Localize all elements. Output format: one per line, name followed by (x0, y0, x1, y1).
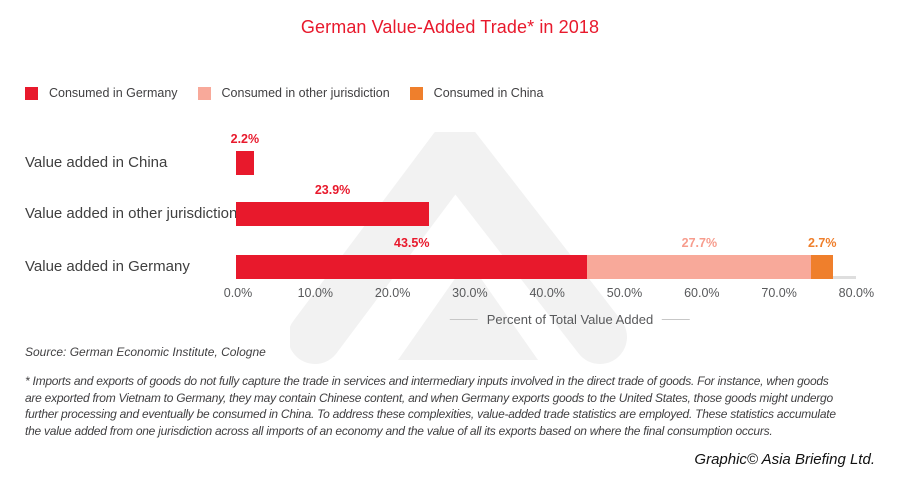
legend-item-consumed-in-germany: Consumed in Germany (25, 86, 178, 100)
legend-swatch-orange (409, 86, 423, 100)
x-tick-label: 10.0% (297, 286, 334, 300)
legend-item-consumed-in-other-jurisdiction: Consumed in other jurisdiction (197, 86, 390, 100)
x-tick-label: 60.0% (684, 286, 720, 300)
chart-legend: Consumed in Germany Consumed in other ju… (25, 86, 543, 100)
bar-segment (236, 255, 588, 279)
x-tick-label: 20.0% (374, 286, 411, 300)
bar-segment (236, 151, 254, 175)
bar-value-label: 23.9% (314, 183, 351, 197)
category-label: Value added in China (25, 154, 168, 171)
footnote-line: * Imports and exports of goods do not fu… (25, 374, 829, 388)
bar-segment (587, 255, 812, 279)
bar-value-label: 2.2% (230, 132, 260, 146)
x-tick-label: 0.0% (223, 286, 253, 300)
legend-item-consumed-in-china: Consumed in China (409, 86, 544, 100)
category-label: Value added in other jurisdictions (25, 205, 245, 222)
graphic-credit: Graphic© Asia Briefing Ltd. (694, 451, 875, 468)
source-note: Source: German Economic Institute, Colog… (25, 345, 266, 359)
x-tick-label: 50.0% (606, 286, 643, 300)
x-tick-label: 30.0% (452, 286, 488, 300)
category-label: Value added in Germany (25, 258, 190, 275)
legend-swatch-red (25, 86, 38, 100)
footnote-line: further processing and eventually be con… (25, 407, 836, 421)
axis-label-dash-right (662, 319, 691, 320)
x-tick-label: 80.0% (838, 286, 875, 300)
legend-label: Consumed in Germany (49, 86, 178, 100)
x-tick-label: 40.0% (529, 286, 565, 300)
x-axis-label: Percent of Total Value Added (486, 312, 654, 327)
bar-value-label: 43.5% (394, 236, 430, 250)
footnote-line: the value added from one jurisdiction ac… (25, 423, 773, 438)
legend-swatch-salmon (197, 86, 211, 100)
footnote-line: are exported from Vietnam to Germany, th… (25, 390, 833, 405)
axis-label-dash-left (449, 319, 478, 320)
bar-value-label: 2.7% (807, 236, 837, 250)
bar-value-label: 27.7% (681, 236, 718, 250)
legend-label: Consumed in China (433, 86, 544, 100)
bar-segment (236, 202, 430, 226)
bar-segment (811, 255, 834, 279)
legend-label: Consumed in other jurisdiction (221, 86, 390, 100)
footnote: * Imports and exports of goods do not fu… (25, 373, 885, 439)
x-axis-label-group: Percent of Total Value Added (449, 312, 691, 327)
x-tick-label: 70.0% (761, 286, 797, 300)
chart-title: German Value-Added Trade* in 2018 (300, 17, 600, 37)
